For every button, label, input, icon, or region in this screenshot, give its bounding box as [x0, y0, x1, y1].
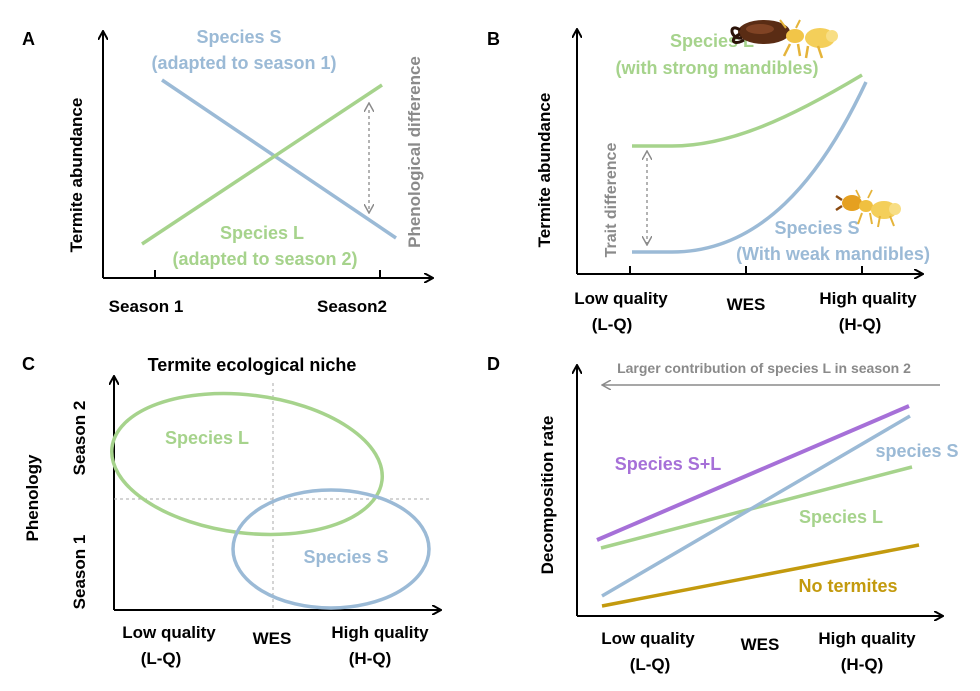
panel-c-species-s-ellipse — [231, 488, 431, 610]
panel-d-no-termites-line — [601, 543, 920, 608]
panel-c: C Termite ecological niche Phenology Sea… — [22, 354, 440, 668]
panel-a-letter: A — [22, 29, 35, 49]
panel-d-x-left-sub: (L-Q) — [630, 655, 671, 674]
panel-d-species-l-label: Species L — [799, 507, 883, 527]
panel-a-species-s-line — [161, 78, 397, 240]
panel-b-x-left: Low quality — [574, 289, 668, 308]
panel-b-x-mid: WES — [727, 295, 766, 314]
panel-b-x-right-sub: (H-Q) — [839, 315, 881, 334]
panel-b-species-s-curve — [632, 81, 868, 254]
termite-large-mandibles-icon — [730, 19, 838, 59]
panel-d: D Decomposition rate Larger contribution… — [487, 354, 959, 674]
panel-c-x-mid: WES — [253, 629, 292, 648]
panel-b-species-s-sublabel: (With weak mandibles) — [736, 244, 930, 264]
panel-b-ylabel: Termite abundance — [535, 93, 554, 248]
panel-b-species-l-curve — [632, 73, 863, 148]
panel-d-species-sl-label: Species S+L — [615, 454, 722, 474]
panel-c-y-top: Season 2 — [70, 401, 89, 476]
panel-b-letter: B — [487, 29, 500, 49]
panel-a-x-left: Season 1 — [109, 297, 184, 316]
panel-a-x-right: Season2 — [317, 297, 387, 316]
panel-c-species-l-ellipse — [110, 391, 384, 537]
panel-c-x-right: High quality — [331, 623, 429, 642]
panel-d-x-right-sub: (H-Q) — [841, 655, 883, 674]
panel-d-x-left: Low quality — [601, 629, 695, 648]
panel-b-x-right: High quality — [819, 289, 917, 308]
panel-c-x-left: Low quality — [122, 623, 216, 642]
panel-d-species-sl-line — [596, 404, 910, 542]
panel-b-annotation: Trait difference — [603, 143, 620, 258]
panel-b-species-l-sublabel: (with strong mandibles) — [615, 58, 818, 78]
panel-d-ylabel: Decomposition rate — [538, 416, 557, 575]
panel-a-species-l-sublabel: (adapted to season 2) — [172, 249, 357, 269]
panel-c-letter: C — [22, 354, 35, 374]
panel-d-x-mid: WES — [741, 635, 780, 654]
panel-c-x-right-sub: (H-Q) — [349, 649, 391, 668]
termite-small-icon — [835, 189, 901, 228]
panel-a-species-s-label: Species S — [196, 27, 281, 47]
panel-b: B Termite abundance Low quality (L-Q) WE… — [487, 19, 930, 334]
panel-c-species-l-label: Species L — [165, 428, 249, 448]
panel-d-species-s-line — [601, 414, 911, 598]
panel-a-annotation: Phenological difference — [405, 56, 424, 248]
panel-b-species-s-label: Species S — [774, 218, 859, 238]
panel-d-arrow-label: Larger contribution of species L in seas… — [617, 360, 911, 376]
panel-d-letter: D — [487, 354, 500, 374]
panel-c-species-s-label: Species S — [303, 547, 388, 567]
panel-b-x-left-sub: (L-Q) — [592, 315, 633, 334]
panel-d-no-termites-label: No termites — [798, 576, 897, 596]
panel-d-species-s-label: species S — [875, 441, 958, 461]
panel-c-ylabel: Phenology — [23, 454, 42, 541]
panel-a: A Termite abundance Season 1 Season2 Spe… — [22, 27, 432, 316]
panel-a-ylabel: Termite abundance — [67, 98, 86, 253]
panel-c-title: Termite ecological niche — [148, 355, 357, 375]
panel-a-species-s-sublabel: (adapted to season 1) — [151, 53, 336, 73]
panel-d-x-right: High quality — [818, 629, 916, 648]
panel-c-x-left-sub: (L-Q) — [141, 649, 182, 668]
panel-a-species-l-line — [141, 83, 383, 246]
panel-a-species-l-label: Species L — [220, 223, 304, 243]
panel-c-y-bottom: Season 1 — [70, 535, 89, 610]
